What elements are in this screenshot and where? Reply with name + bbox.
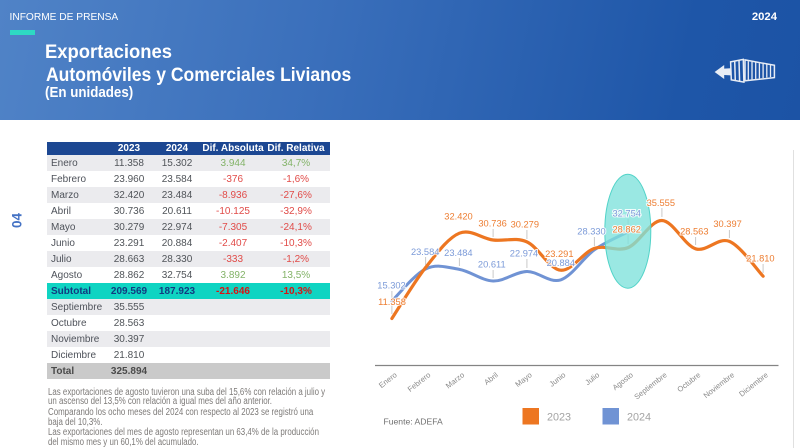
svg-text:Diciembre: Diciembre xyxy=(737,370,769,398)
svg-text:28.563: 28.563 xyxy=(680,226,708,236)
svg-text:20.884: 20.884 xyxy=(547,258,575,268)
svg-text:30.397: 30.397 xyxy=(713,219,741,229)
svg-text:28.862: 28.862 xyxy=(612,224,640,234)
svg-text:21.810: 21.810 xyxy=(746,254,774,264)
svg-text:Julio: Julio xyxy=(583,370,601,387)
svg-text:28.330: 28.330 xyxy=(577,227,605,237)
svg-text:Junio: Junio xyxy=(547,370,567,388)
svg-text:Octubre: Octubre xyxy=(676,370,703,394)
svg-text:30.736: 30.736 xyxy=(478,218,506,228)
svg-text:Febrero: Febrero xyxy=(406,370,432,393)
svg-text:Noviembre: Noviembre xyxy=(702,370,736,400)
svg-text:32.420: 32.420 xyxy=(444,212,472,222)
svg-text:15.302: 15.302 xyxy=(377,281,405,291)
svg-text:22.974: 22.974 xyxy=(510,248,538,258)
svg-text:35.555: 35.555 xyxy=(647,198,675,208)
svg-text:11.358: 11.358 xyxy=(378,297,406,307)
svg-text:20.611: 20.611 xyxy=(478,259,506,269)
svg-text:Enero: Enero xyxy=(377,370,399,390)
svg-text:Mayo: Mayo xyxy=(513,370,533,389)
svg-text:2023: 2023 xyxy=(547,412,571,424)
svg-text:2024: 2024 xyxy=(627,412,651,424)
svg-text:23.484: 23.484 xyxy=(444,248,472,258)
svg-text:Agosto: Agosto xyxy=(611,370,635,392)
svg-text:32.754: 32.754 xyxy=(612,209,640,219)
svg-text:23.291: 23.291 xyxy=(545,249,573,259)
svg-text:Fuente: ADEFA: Fuente: ADEFA xyxy=(384,417,444,427)
svg-text:Abril: Abril xyxy=(482,370,500,387)
svg-text:23.584: 23.584 xyxy=(411,247,439,257)
svg-text:Marzo: Marzo xyxy=(444,370,466,390)
svg-text:Septiembre: Septiembre xyxy=(632,370,668,401)
svg-text:30.279: 30.279 xyxy=(511,220,539,230)
